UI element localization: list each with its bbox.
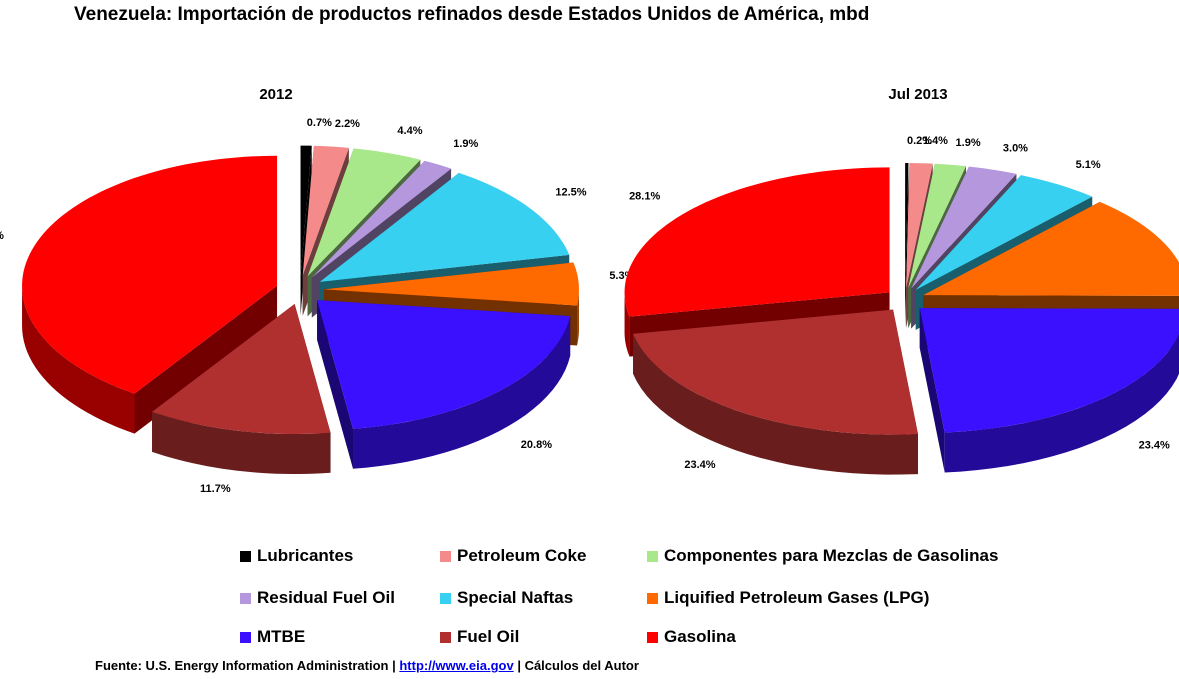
slice-gasolina bbox=[22, 155, 278, 434]
legend-label: Fuel Oil bbox=[457, 627, 520, 646]
data-label-mtbe: 20.8% bbox=[521, 439, 552, 451]
legend-swatch bbox=[440, 631, 451, 643]
slice-wall-fuel-oil bbox=[633, 333, 918, 475]
slice-top-residual-fuel-oil bbox=[311, 160, 452, 278]
data-label-petroleum-coke: 1.4% bbox=[923, 135, 948, 147]
legend-swatch bbox=[240, 592, 251, 604]
slice-side-mtbe bbox=[919, 308, 945, 473]
legend-item-gasolina: Gasolina bbox=[647, 627, 736, 647]
slice-top-lubricantes bbox=[905, 163, 909, 289]
slice-top-componentes-para-mezclas-de-gasolinas bbox=[908, 163, 966, 289]
slice-top-fuel-oil bbox=[152, 304, 331, 435]
data-label-petroleum-coke: 2.2% bbox=[335, 118, 360, 130]
legend-label: Liquified Petroleum Gases (LPG) bbox=[664, 588, 930, 607]
slice-top-componentes-para-mezclas-de-gasolinas bbox=[307, 148, 421, 277]
data-label-gasolina: 40.6% bbox=[0, 230, 4, 242]
slice-mtbe bbox=[919, 308, 1179, 473]
legend-item-residual-fuel-oil: Residual Fuel Oil bbox=[240, 588, 395, 608]
slice-top-lubricantes bbox=[300, 145, 312, 276]
slice-fuel-oil bbox=[633, 309, 918, 475]
source-suffix: | Cálculos del Autor bbox=[513, 658, 639, 673]
source-note: Fuente: U.S. Energy Information Administ… bbox=[95, 658, 639, 673]
slice-wall-gasolina bbox=[22, 285, 135, 434]
slice-lubricantes bbox=[905, 163, 909, 329]
legend-label: Petroleum Coke bbox=[457, 546, 587, 565]
slice-side-mtbe bbox=[317, 300, 354, 469]
slice-top-gasolina bbox=[624, 167, 890, 317]
slice-top-residual-fuel-oil bbox=[911, 166, 1017, 289]
slice-wall-gasolina bbox=[624, 292, 630, 357]
pie-charts: 0.7%2.2%4.4%1.9%12.5%5.3%20.8%11.7%40.6%… bbox=[0, 117, 1179, 495]
data-label-mtbe: 23.4% bbox=[1139, 440, 1170, 452]
data-label-componentes-para-mezclas-de-gasolinas: 1.9% bbox=[956, 137, 981, 149]
slice-wall-liquified-petroleum-gases-lpg bbox=[577, 289, 579, 346]
source-link[interactable]: http://www.eia.gov bbox=[399, 658, 514, 673]
slice-top-liquified-petroleum-gases-lpg bbox=[923, 201, 1179, 296]
pie-chart-2012: 0.7%2.2%4.4%1.9%12.5%5.3%20.8%11.7%40.6% bbox=[0, 117, 635, 495]
legend-swatch bbox=[647, 592, 658, 604]
legend-item-mtbe: MTBE bbox=[240, 627, 305, 647]
slice-top-petroleum-coke bbox=[906, 163, 933, 289]
legend-swatch bbox=[647, 550, 658, 562]
slice-top-mtbe bbox=[919, 308, 1179, 433]
slice-top-mtbe bbox=[317, 300, 571, 429]
data-label-special-naftas: 12.5% bbox=[555, 187, 586, 199]
legend-swatch bbox=[240, 631, 251, 643]
slice-top-fuel-oil bbox=[633, 309, 918, 435]
legend-item-componentes: Componentes para Mezclas de Gasolinas bbox=[647, 546, 998, 566]
data-label-componentes-para-mezclas-de-gasolinas: 4.4% bbox=[397, 125, 422, 137]
data-label-fuel-oil: 23.4% bbox=[684, 459, 715, 471]
source-prefix: Fuente: U.S. Energy Information Administ… bbox=[95, 658, 400, 673]
legend-label: Gasolina bbox=[664, 627, 736, 646]
slice-wall-fuel-oil bbox=[152, 411, 331, 475]
legend-swatch bbox=[440, 592, 451, 604]
legend-swatch bbox=[647, 631, 658, 643]
legend-item-special-naftas: Special Naftas bbox=[440, 588, 573, 608]
slice-wall-mtbe bbox=[944, 333, 1179, 473]
slice-top-liquified-petroleum-gases-lpg bbox=[323, 262, 579, 306]
slice-side-lubricantes bbox=[905, 163, 909, 329]
legend-label: MTBE bbox=[257, 627, 306, 646]
legend-item-lpg: Liquified Petroleum Gases (LPG) bbox=[647, 588, 929, 608]
pie-chart-jul2013: 0.2%1.4%1.9%3.0%5.1%13.5%23.4%23.4%28.1% bbox=[624, 135, 1179, 475]
page-title: Venezuela: Importación de productos refi… bbox=[74, 4, 870, 25]
data-label-residual-fuel-oil: 3.0% bbox=[1003, 142, 1028, 154]
legend-label: Special Naftas bbox=[457, 588, 574, 607]
slice-fuel-oil bbox=[152, 304, 331, 475]
chart-2012-title: 2012 bbox=[259, 86, 293, 103]
slice-top-special-naftas bbox=[915, 175, 1093, 290]
legend-label: Componentes para Mezclas de Gasolinas bbox=[664, 546, 999, 565]
legend-label: Residual Fuel Oil bbox=[257, 588, 395, 607]
data-label-residual-fuel-oil: 1.9% bbox=[453, 138, 478, 150]
slice-top-petroleum-coke bbox=[302, 145, 349, 276]
legend-swatch bbox=[440, 550, 451, 562]
slice-top-gasolina bbox=[22, 155, 278, 394]
legend-item-lubricantes: Lubricantes bbox=[240, 546, 353, 566]
slice-mtbe bbox=[317, 300, 571, 469]
chart-jul2013-title: Jul 2013 bbox=[888, 86, 948, 103]
legend-item-petroleum-coke: Petroleum Coke bbox=[440, 546, 586, 566]
data-label-lubricantes: 0.7% bbox=[307, 117, 332, 129]
data-label-special-naftas: 5.1% bbox=[1076, 159, 1101, 171]
slice-side-gasolina bbox=[134, 285, 278, 434]
data-label-lubricantes: 0.2% bbox=[907, 135, 932, 147]
legend-label: Lubricantes bbox=[257, 546, 354, 565]
data-label-fuel-oil: 11.7% bbox=[200, 483, 231, 495]
legend-item-fuel-oil: Fuel Oil bbox=[440, 627, 519, 647]
slice-top-special-naftas bbox=[319, 172, 570, 282]
data-label-gasolina: 28.1% bbox=[629, 190, 660, 202]
slice-wall-mtbe bbox=[353, 316, 571, 469]
legend-swatch bbox=[240, 550, 251, 562]
